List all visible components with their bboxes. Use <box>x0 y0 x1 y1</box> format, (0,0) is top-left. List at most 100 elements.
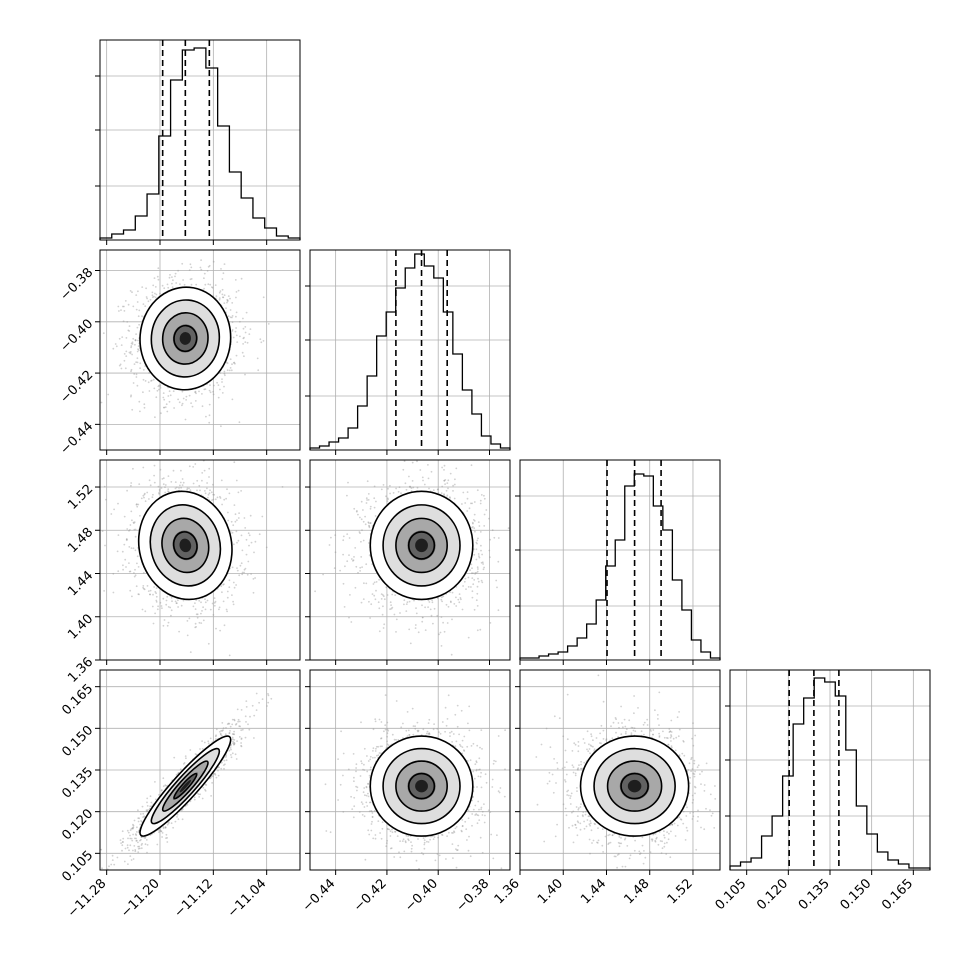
sample-point <box>211 286 213 288</box>
sample-point <box>158 388 160 391</box>
sample-point <box>465 588 467 590</box>
sample-point <box>403 603 405 606</box>
sample-point <box>482 563 484 565</box>
sample-point <box>404 482 407 485</box>
sample-point <box>400 492 402 495</box>
sample-point <box>163 406 165 409</box>
sample-point <box>471 567 473 570</box>
sample-point <box>145 287 148 290</box>
sample-point <box>440 598 443 601</box>
sample-point <box>223 294 226 297</box>
sample-point <box>152 378 155 381</box>
sample-point <box>511 533 513 535</box>
sample-point <box>142 572 145 574</box>
sample-point <box>422 479 424 482</box>
sample-point <box>208 389 211 392</box>
sample-point <box>213 602 216 604</box>
sample-point <box>124 300 127 302</box>
sample-point <box>243 571 246 574</box>
sample-point <box>102 332 105 335</box>
sample-point <box>218 298 221 301</box>
sample-point <box>171 276 173 278</box>
sample-point <box>201 393 203 395</box>
sample-point <box>148 390 151 392</box>
sample-point <box>373 497 376 500</box>
sample-point <box>115 345 118 348</box>
sample-point <box>194 602 196 604</box>
sample-point <box>369 617 371 619</box>
sample-point <box>228 369 231 372</box>
sample-point <box>477 553 480 555</box>
sample-point <box>124 367 127 370</box>
sample-point <box>157 385 160 388</box>
sample-point <box>461 503 463 505</box>
sample-point <box>235 315 237 318</box>
sample-point <box>476 605 479 607</box>
sample-point <box>231 321 234 324</box>
sample-point <box>214 600 217 603</box>
sample-point <box>123 310 126 312</box>
sample-point <box>211 602 214 605</box>
sample-point <box>137 339 139 342</box>
sample-point <box>383 623 386 626</box>
sample-point <box>151 294 154 297</box>
sample-point <box>160 412 162 415</box>
sample-point <box>244 331 247 334</box>
sample-point <box>155 599 158 602</box>
sample-point <box>122 564 124 567</box>
sample-point <box>221 378 223 380</box>
sample-point <box>196 479 199 482</box>
sample-point <box>441 466 443 469</box>
sample-point <box>127 303 130 306</box>
sample-point <box>219 495 221 498</box>
sample-point <box>226 300 229 303</box>
sample-point <box>244 567 247 570</box>
sample-point <box>149 298 152 301</box>
sample-point <box>395 487 397 490</box>
sample-point <box>403 599 406 602</box>
sample-point <box>155 396 158 399</box>
sample-point <box>200 612 202 615</box>
sample-point <box>411 461 414 464</box>
sample-point <box>497 560 500 563</box>
sample-point <box>473 520 476 522</box>
sample-point <box>194 463 197 465</box>
sample-point <box>231 315 234 317</box>
sample-point <box>240 490 243 492</box>
sample-point <box>399 612 401 614</box>
sample-point <box>229 316 232 319</box>
sample-point <box>232 336 235 339</box>
sample-point <box>103 590 105 592</box>
sample-point <box>143 496 145 499</box>
sample-point <box>373 485 376 488</box>
sample-point <box>160 605 163 607</box>
contour-3 <box>173 324 198 353</box>
sample-point <box>117 502 119 505</box>
sample-point <box>443 464 446 467</box>
sample-point <box>497 537 500 539</box>
sample-point <box>146 297 149 300</box>
sample-point <box>411 480 414 482</box>
sample-point <box>397 490 400 493</box>
sample-point <box>258 533 261 536</box>
sample-point <box>475 599 478 602</box>
sample-point <box>236 519 238 521</box>
sample-point <box>167 621 170 624</box>
sample-point <box>140 497 143 500</box>
sample-point <box>403 460 406 462</box>
sample-point <box>218 606 221 609</box>
sample-point <box>210 491 213 494</box>
sample-point <box>164 406 167 409</box>
sample-point <box>221 392 224 394</box>
sample-point <box>159 292 161 295</box>
sample-point <box>439 631 442 634</box>
sample-point <box>162 392 165 394</box>
sample-point <box>215 295 218 297</box>
sample-point <box>209 391 212 394</box>
sample-point <box>442 595 445 598</box>
sample-point <box>135 503 138 506</box>
sample-point <box>221 293 224 296</box>
sample-point <box>136 505 139 508</box>
sample-point <box>365 582 368 585</box>
sample-point <box>172 390 175 393</box>
